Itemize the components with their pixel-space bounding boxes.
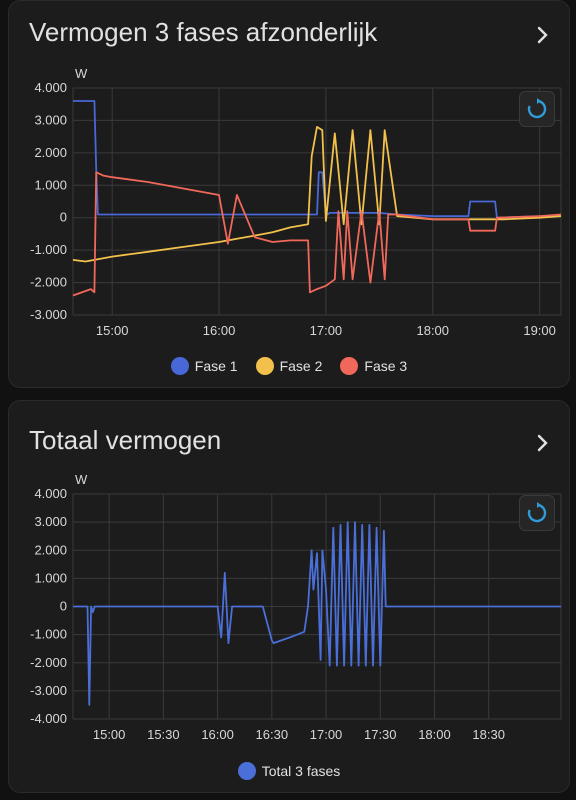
x-tick-label: 15:00 [96,323,129,338]
y-tick-label: 2.000 [34,542,67,557]
legend-dot [237,762,256,780]
y-tick-label: 3.000 [34,514,67,529]
y-tick-label: -3.000 [30,307,67,322]
series-line-1 [73,100,561,219]
legend-item-fase3[interactable]: Fase 3 [340,357,407,375]
x-tick-label: 17:00 [310,323,343,338]
y-tick-label: 1.000 [34,570,67,585]
series-line-1 [73,521,561,706]
y-tick-label: 2.000 [34,145,67,160]
reset-zoom-button[interactable] [519,91,555,127]
total-power-card: Totaal vermogen 4.000 3.000 2.000 1.000 0 -1.… [8,400,570,793]
y-tick-label: -1.000 [30,627,67,642]
legend-dot [170,357,189,375]
y-unit-label: W [75,472,88,487]
x-tick-label: 18:30 [472,727,505,742]
series-line-2 [72,126,562,263]
y-tick-label: 0 [60,210,67,225]
x-tick-label: 18:00 [416,323,449,338]
phase-power-card: Vermogen 3 fases afzonderlijk 4.000 3.000… [8,0,570,388]
y-tick-label: 1.000 [34,177,67,192]
x-tick-label: 17:00 [310,727,343,742]
y-tick-label: 3.000 [34,112,67,127]
legend-item-fase2[interactable]: Fase 2 [255,357,323,375]
legend-label: Fase 2 [279,358,323,374]
series-line-3 [72,171,562,297]
y-tick-label: -2.000 [30,275,67,290]
y-tick-label: -1.000 [30,242,67,257]
x-tick-label: 16:00 [201,727,234,742]
legend-dot [255,357,274,375]
legend-dot [340,357,359,375]
x-tick-label: 18:00 [418,727,451,742]
x-tick-label: 16:00 [203,323,236,338]
legend-item-total[interactable]: Total 3 fases [237,762,341,780]
chevron-right-icon[interactable] [533,431,553,455]
reset-zoom-icon [527,502,547,523]
legend-label: Fase 1 [194,358,238,374]
x-tick-label: 15:30 [147,727,180,742]
y-tick-label: -4.000 [30,711,67,726]
x-tick-label: 15:00 [93,727,126,742]
x-tick-label: 16:30 [256,727,289,742]
y-tick-label: -3.000 [30,683,67,698]
phase-power-chart[interactable]: 4.000 3.000 2.000 1.000 0 -1.000 -2.000 -3.000 1… [9,1,570,346]
chart-legend: Total 3 fases [9,762,569,780]
x-tick-label: 17:30 [364,727,397,742]
legend-label: Fase 3 [364,358,408,374]
total-power-chart[interactable]: 4.000 3.000 2.000 1.000 0 -1.000 -2.000 -3.000 -… [9,401,570,751]
card-title: Totaal vermogen [29,425,222,455]
card-title: Vermogen 3 fases afzonderlijk [29,17,378,47]
reset-zoom-icon [527,98,547,119]
chart-legend: Fase 1 Fase 2 Fase 3 [9,357,569,375]
y-tick-label: 4.000 [34,486,67,501]
legend-item-fase1[interactable]: Fase 1 [170,357,238,375]
chevron-right-icon[interactable] [533,23,553,47]
legend-label: Total 3 fases [261,763,341,779]
y-tick-label: -2.000 [30,655,67,670]
x-tick-label: 19:00 [523,323,556,338]
y-unit-label: W [75,66,88,81]
y-tick-label: 0 [60,599,67,614]
y-tick-label: 4.000 [34,80,67,95]
reset-zoom-button[interactable] [519,495,555,531]
